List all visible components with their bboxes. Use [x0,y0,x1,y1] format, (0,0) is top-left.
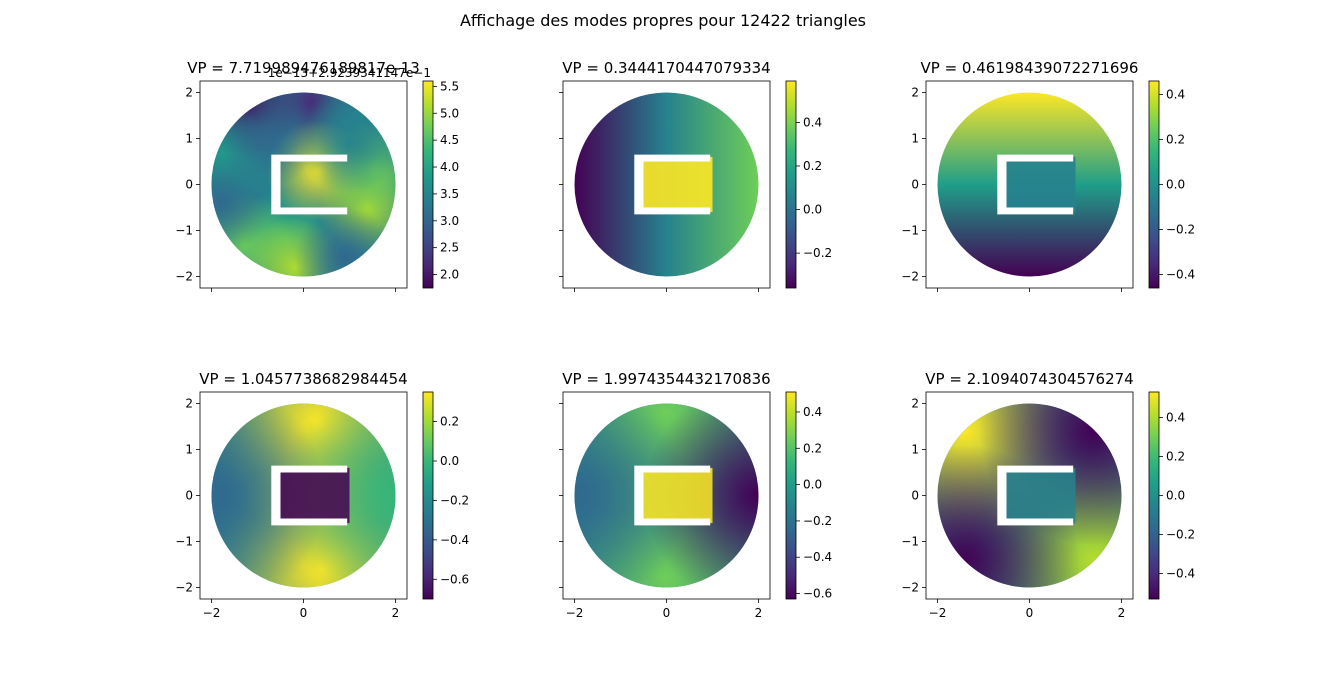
x-tick-label: 2 [392,606,400,620]
colorbar-tick-label: −0.6 [440,572,469,586]
y-tick-label: 1 [185,132,193,146]
y-tick-label: 1 [911,443,919,457]
colorbar-tick-label: −0.4 [1166,567,1195,581]
colorbar-tick-label: 0.4 [803,405,822,419]
y-tick-label: 0 [185,178,193,192]
panel-1: −2 −1 0 1 2 VP = 7.719989476189817e-131e−13+2… [175,59,459,292]
panel-title: VP = 1.9974354432170836 [562,370,770,388]
y-tick-label: 0 [185,489,193,503]
colorbar-tick-label: −0.2 [1166,528,1195,542]
y-tick-label: −2 [175,270,193,284]
y-tick-label: −1 [175,224,193,238]
colorbar [785,80,797,289]
x-tick-label: −2 [203,606,221,620]
colorbar-tick-label: −0.4 [440,533,469,547]
panel-title: VP = 2.1094074304576274 [925,370,1133,388]
panel-3: −2 −1 0 1 2VP = 0.46198439072271696 −0.4 −0.2 0… [901,59,1195,292]
x-tick-label: 0 [1026,606,1034,620]
y-tick-label: 2 [185,86,193,100]
colorbar-tick-label: 0.0 [1166,489,1185,503]
y-tick-label: 0 [911,178,919,192]
y-tick-label: −1 [175,535,193,549]
colorbar-tick-label: 3.5 [440,187,459,201]
domain-hole [634,154,711,215]
domain-hole [997,465,1074,526]
colorbar-tick-label: 0.0 [1166,178,1185,192]
colorbar-tick-label: −0.2 [803,246,832,260]
y-tick-label: 2 [911,397,919,411]
colorbar [1148,80,1160,289]
colorbar-tick-label: −0.4 [1166,268,1195,282]
colorbar-tick-label: −0.2 [1166,223,1195,237]
field-4 [211,403,396,588]
colorbar-tick-label: 0.4 [1166,88,1185,102]
colorbar [422,391,434,600]
colorbar-tick-label: 0.2 [803,159,822,173]
panel-5: −2 0 2 VP = 1.9974354432170836 −0.6 −0.4 −0.2 0… [559,370,832,620]
domain-hole [271,154,348,215]
y-tick-label: −2 [901,270,919,284]
panel-title: VP = 0.46198439072271696 [921,59,1139,77]
y-tick-label: −1 [901,535,919,549]
y-tick-label: 2 [185,397,193,411]
colorbar-tick-label: 0.4 [1166,410,1185,424]
panel-title: VP = 7.719989476189817e-13 [187,59,420,77]
x-tick-label: 2 [1118,606,1126,620]
panel-4: −2 0 2 −2 −1 0 1 2 VP = 1.0457738682984454 −0.6 −0… [175,370,469,620]
colorbar-tick-label: −0.4 [803,550,832,564]
colorbar [422,80,434,289]
y-tick-label: 1 [185,443,193,457]
colorbar-tick-label: 0.2 [440,415,459,429]
colorbar-tick-label: 2.5 [440,241,459,255]
field-3 [937,92,1122,277]
field-5 [574,403,759,588]
panel-title: VP = 0.3444170447079334 [562,59,770,77]
colorbar-tick-label: 5.0 [440,106,459,120]
y-tick-label: −2 [901,581,919,595]
x-tick-label: 2 [755,606,763,620]
colorbar-tick-label: 0.2 [1166,449,1185,463]
panel-title: VP = 1.0457738682984454 [199,370,407,388]
colorbar [1148,391,1160,600]
panel-2: VP = 0.3444170447079334 −0.2 0.0 0.2 0.4 [559,59,832,292]
colorbar-tick-label: −0.2 [803,514,832,528]
colorbar-tick-label: 4.5 [440,133,459,147]
field-1 [211,92,396,277]
colorbar-tick-label: 0.0 [803,478,822,492]
y-tick-label: −2 [175,581,193,595]
domain-hole [634,465,711,526]
colorbar-tick-label: 0.2 [803,441,822,455]
x-tick-label: 0 [300,606,308,620]
colorbar-tick-label: −0.6 [803,587,832,601]
y-tick-label: 2 [911,86,919,100]
y-tick-label: 0 [911,489,919,503]
domain-hole [997,154,1074,215]
domain-hole [271,465,348,526]
colorbar-tick-label: 5.5 [440,79,459,93]
colorbar-tick-label: 0.4 [803,115,822,129]
y-tick-label: 1 [911,132,919,146]
colorbar-tick-label: 2.0 [440,268,459,282]
colorbar-tick-label: 4.0 [440,160,459,174]
colorbar-tick-label: 0.2 [1166,133,1185,147]
field-2 [574,92,759,277]
x-tick-label: 0 [663,606,671,620]
figure-title: Affichage des modes propres pour 12422 t… [460,11,866,30]
colorbar-tick-label: 0.0 [440,454,459,468]
panel-6: −2 0 2 −2 −1 0 1 2 VP = 2.1094074304576274 −0.4 −0… [901,370,1195,620]
field-6 [937,403,1122,588]
offset-text: 1e−13+2.9239341147e−1 [268,66,431,80]
x-tick-label: −2 [566,606,584,620]
colorbar [785,391,797,600]
colorbar-tick-label: 3.0 [440,214,459,228]
y-tick-label: −1 [901,224,919,238]
colorbar-tick-label: 0.0 [803,203,822,217]
colorbar-tick-label: −0.2 [440,493,469,507]
x-tick-label: −2 [929,606,947,620]
